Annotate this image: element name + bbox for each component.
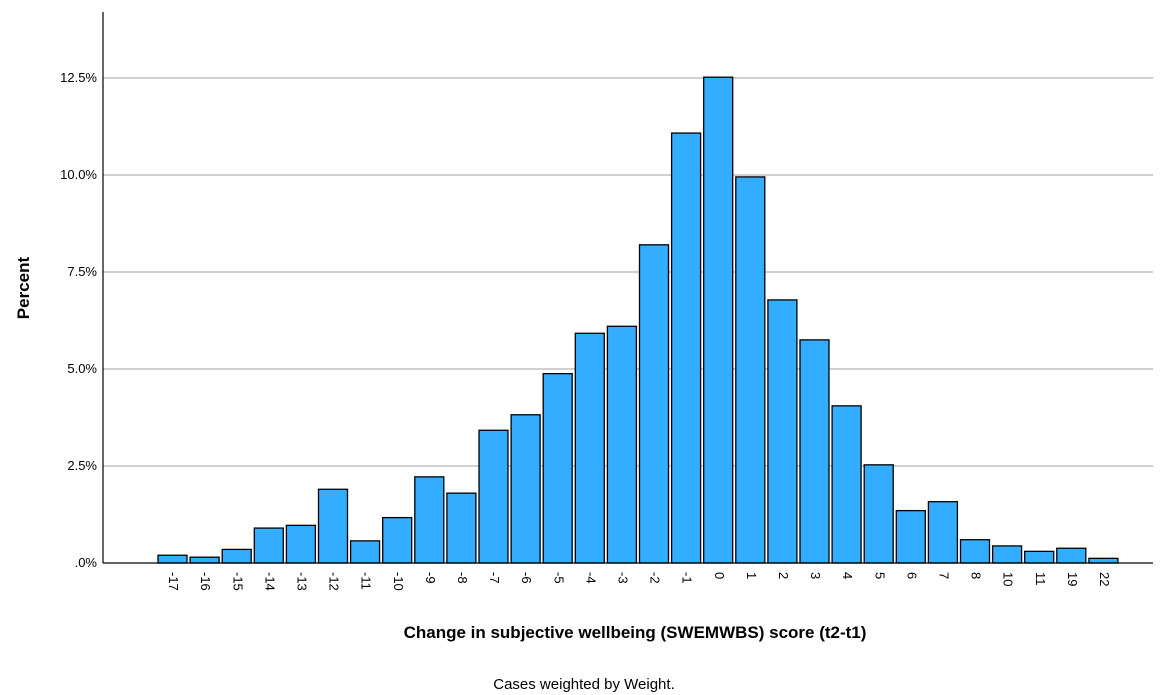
y-axis-title: Percent [14,256,33,319]
x-tick-label: 10 [1001,572,1016,586]
x-tick-label: -10 [391,572,406,591]
x-tick-label: -5 [551,572,566,584]
x-tick-label: -9 [423,572,438,584]
bar [317,488,349,564]
x-tick-label: -6 [519,572,534,584]
bar [606,325,638,564]
bar [157,554,188,564]
bar [991,545,1023,564]
bar [189,556,220,564]
y-tick-label: 10.0% [60,167,97,182]
grid-lines [103,77,1153,467]
bar [382,516,413,564]
bar [670,132,702,564]
bar [542,372,573,564]
y-tick-label: 5.0% [67,361,97,376]
y-tick-label: 12.5% [60,70,97,85]
x-tick-label: -3 [615,572,630,584]
x-tick-label: 22 [1097,572,1112,586]
bar [253,527,284,564]
bar [349,540,381,564]
x-tick-label: 11 [1033,572,1048,586]
x-tick-label: 0 [712,572,727,579]
x-tick-label: 5 [872,572,887,579]
bar [414,476,445,564]
x-tick-label: 8 [969,572,984,579]
y-tick-label: 2.5% [67,458,97,473]
x-tick-label: 6 [904,572,919,579]
x-tick-label: 2 [776,572,791,579]
x-tick-label: -17 [166,572,181,591]
bar [1088,557,1119,564]
x-axis-title: Change in subjective wellbeing (SWEMWBS)… [404,623,867,642]
x-tick-label: -16 [198,572,213,591]
bar [735,176,766,564]
bar [478,429,509,564]
bar [1024,550,1055,564]
x-tick-label: -4 [583,572,598,584]
x-tick-label: -14 [262,572,277,591]
y-tick-label: 7.5% [67,264,97,279]
x-tick-label: -13 [294,572,309,591]
bars [157,76,1119,564]
bar [767,299,798,564]
x-tick-label: -7 [487,572,502,584]
x-tick-label: 19 [1065,572,1080,586]
bar [221,548,252,564]
x-tick-label: 4 [840,572,855,579]
bar [446,492,477,564]
x-tick-label: -15 [230,572,245,591]
bar [703,76,734,564]
bar [831,405,862,564]
x-tick-label: -1 [680,572,695,584]
bar [927,501,959,564]
x-tick-label: -8 [455,572,470,584]
x-tick-label: -12 [327,572,342,591]
bar [285,524,317,564]
bar [1056,547,1087,564]
bar [799,339,830,564]
x-tick-labels: -17 -16 -15 -14 -13 -12 -11 -10 -9 -8 -7 -6 -5 -4 -3 -2… [166,572,1112,591]
x-tick-label: -11 [359,572,374,590]
bar [959,539,991,564]
bar [863,464,894,564]
x-tick-label: 7 [936,572,951,579]
footnote: Cases weighted by Weight. [493,676,675,693]
x-tick-label: 3 [808,572,823,579]
bar [638,244,670,564]
bar [895,509,926,564]
y-tick-labels: .0% 2.5% 5.0% 7.5% 10.0% 12.5% [60,70,97,570]
x-tick-label: 1 [744,572,759,579]
bar [510,414,541,564]
bar [574,332,605,564]
y-tick-label: .0% [75,555,98,570]
x-tick-label: -2 [648,572,663,584]
axes [102,12,1153,564]
